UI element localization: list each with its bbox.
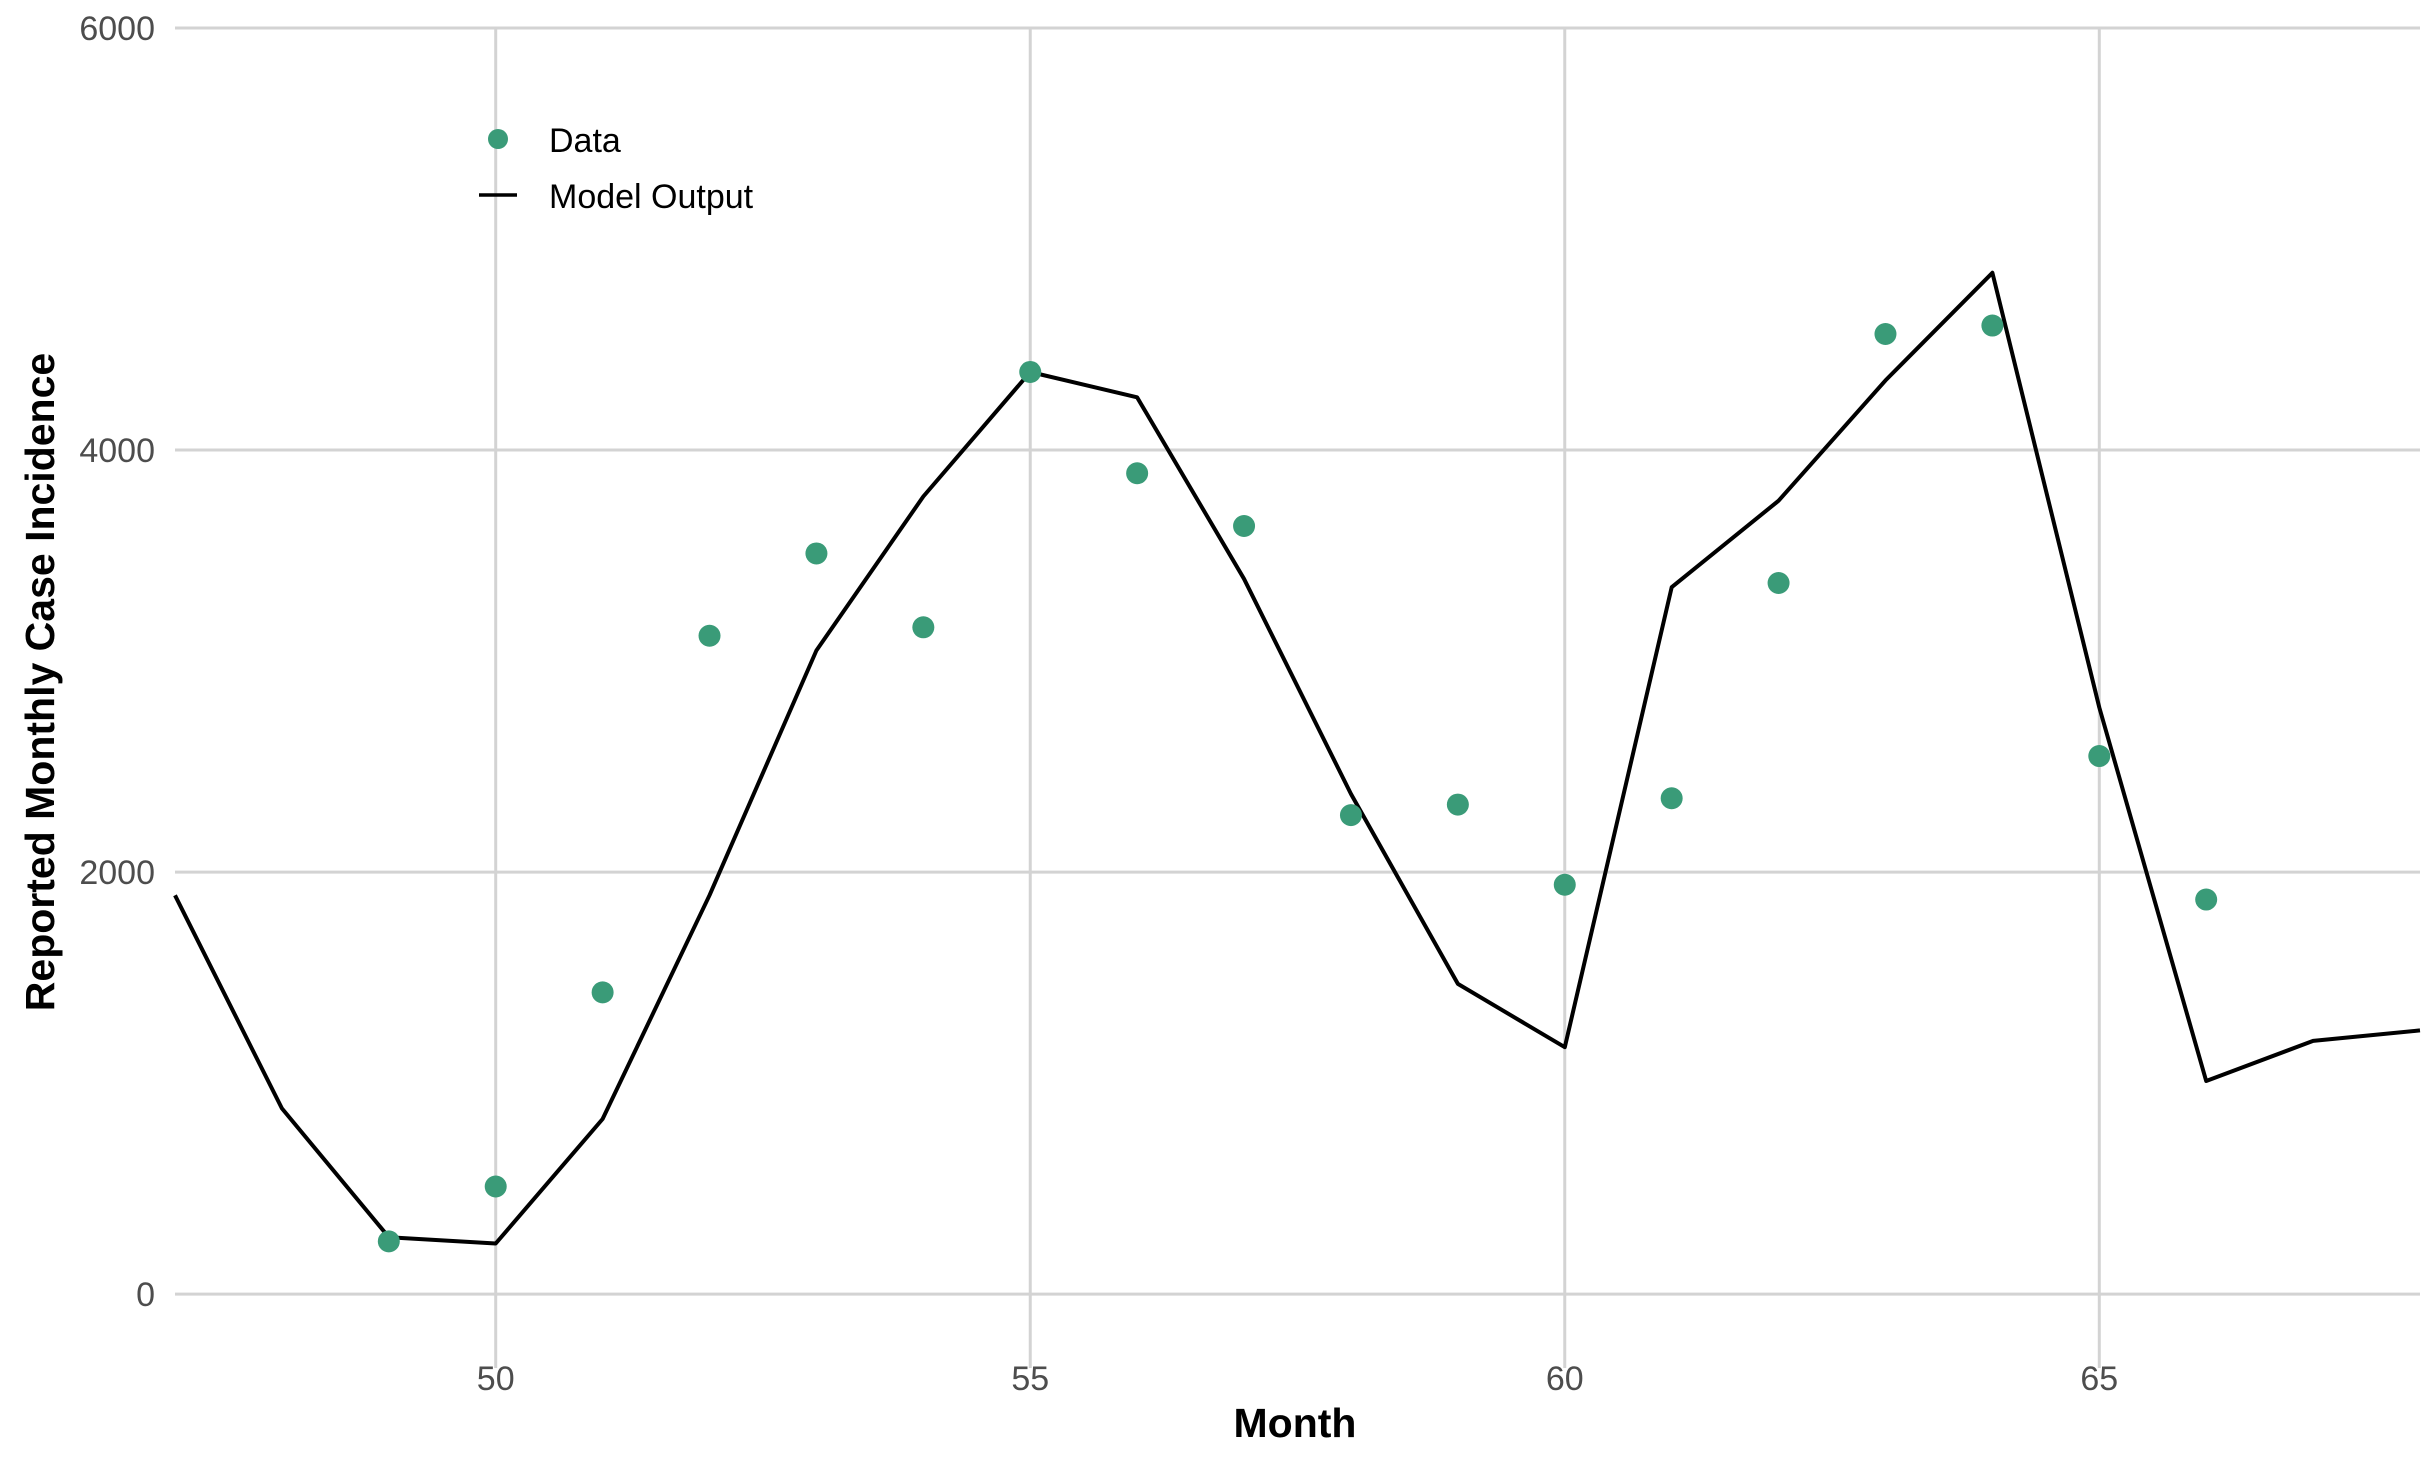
legend-model-label: Model Output bbox=[549, 178, 754, 216]
y-tick-label: 0 bbox=[136, 1276, 155, 1314]
x-tick-label: 50 bbox=[477, 1360, 515, 1398]
data-point bbox=[1126, 462, 1149, 485]
data-point bbox=[1339, 804, 1362, 827]
data-point bbox=[1981, 314, 2004, 337]
data-point bbox=[805, 542, 828, 565]
x-tick-label: 55 bbox=[1011, 1360, 1049, 1398]
model-output-line bbox=[173, 270, 2421, 1246]
data-point bbox=[1874, 322, 1897, 345]
y-axis-title: Reported Monthly Case Incidence bbox=[17, 353, 63, 1011]
data-point bbox=[698, 624, 721, 647]
data-point bbox=[1553, 873, 1576, 896]
data-point bbox=[1660, 787, 1683, 810]
y-tick-label: 6000 bbox=[79, 10, 155, 48]
data-point bbox=[1446, 793, 1469, 816]
data-series bbox=[377, 314, 2218, 1253]
legend-data-marker bbox=[488, 129, 508, 149]
data-point bbox=[912, 616, 935, 639]
legend: Data Model Output bbox=[479, 122, 754, 216]
x-tick-label: 60 bbox=[1546, 1360, 1584, 1398]
data-point bbox=[484, 1175, 507, 1198]
data-point bbox=[377, 1230, 400, 1253]
x-tick-label: 65 bbox=[2080, 1360, 2118, 1398]
data-point bbox=[2088, 745, 2111, 768]
data-point bbox=[1233, 515, 1256, 538]
data-point bbox=[591, 981, 614, 1004]
data-point bbox=[1019, 360, 1042, 383]
y-tick-label: 2000 bbox=[79, 854, 155, 892]
x-axis-title: Month bbox=[1234, 1400, 1357, 1446]
grid-lines bbox=[175, 26, 2420, 1368]
model-output-series bbox=[173, 270, 2421, 1246]
tick-labels: 0 2000 4000 6000 50 55 60 65 bbox=[79, 10, 2118, 1398]
legend-data-label: Data bbox=[549, 122, 621, 160]
data-point bbox=[2195, 888, 2218, 911]
data-point bbox=[1767, 571, 1790, 594]
y-tick-label: 4000 bbox=[79, 432, 155, 470]
